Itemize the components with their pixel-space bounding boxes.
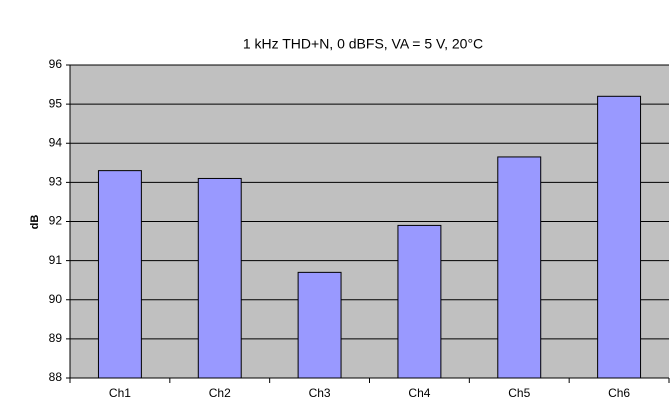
- x-tick-label: Ch4: [408, 386, 430, 400]
- x-tick-label: Ch2: [209, 386, 231, 400]
- y-tick-label: 94: [49, 135, 63, 149]
- bar: [97, 170, 142, 379]
- bar: [297, 271, 342, 379]
- y-tick-label: 93: [49, 175, 63, 189]
- y-tick-label: 88: [49, 370, 63, 384]
- x-tick-label: Ch6: [608, 386, 630, 400]
- x-tick-label: Ch5: [508, 386, 530, 400]
- y-tick-label: 92: [49, 214, 63, 228]
- bar: [397, 224, 442, 379]
- y-tick-label: 89: [49, 331, 63, 345]
- y-axis-label: dB: [29, 215, 41, 230]
- y-tick-label: 91: [49, 253, 63, 267]
- y-tick-label: 96: [49, 57, 63, 71]
- bar: [197, 177, 242, 379]
- x-tick-label: Ch3: [309, 386, 331, 400]
- y-tick-label: 90: [49, 292, 63, 306]
- bar: [597, 95, 642, 379]
- x-tick-label: Ch1: [109, 386, 131, 400]
- bar: [497, 156, 542, 379]
- chart-title: 1 kHz THD+N, 0 dBFS, VA = 5 V, 20°C: [243, 36, 483, 52]
- y-tick-label: 95: [49, 96, 63, 110]
